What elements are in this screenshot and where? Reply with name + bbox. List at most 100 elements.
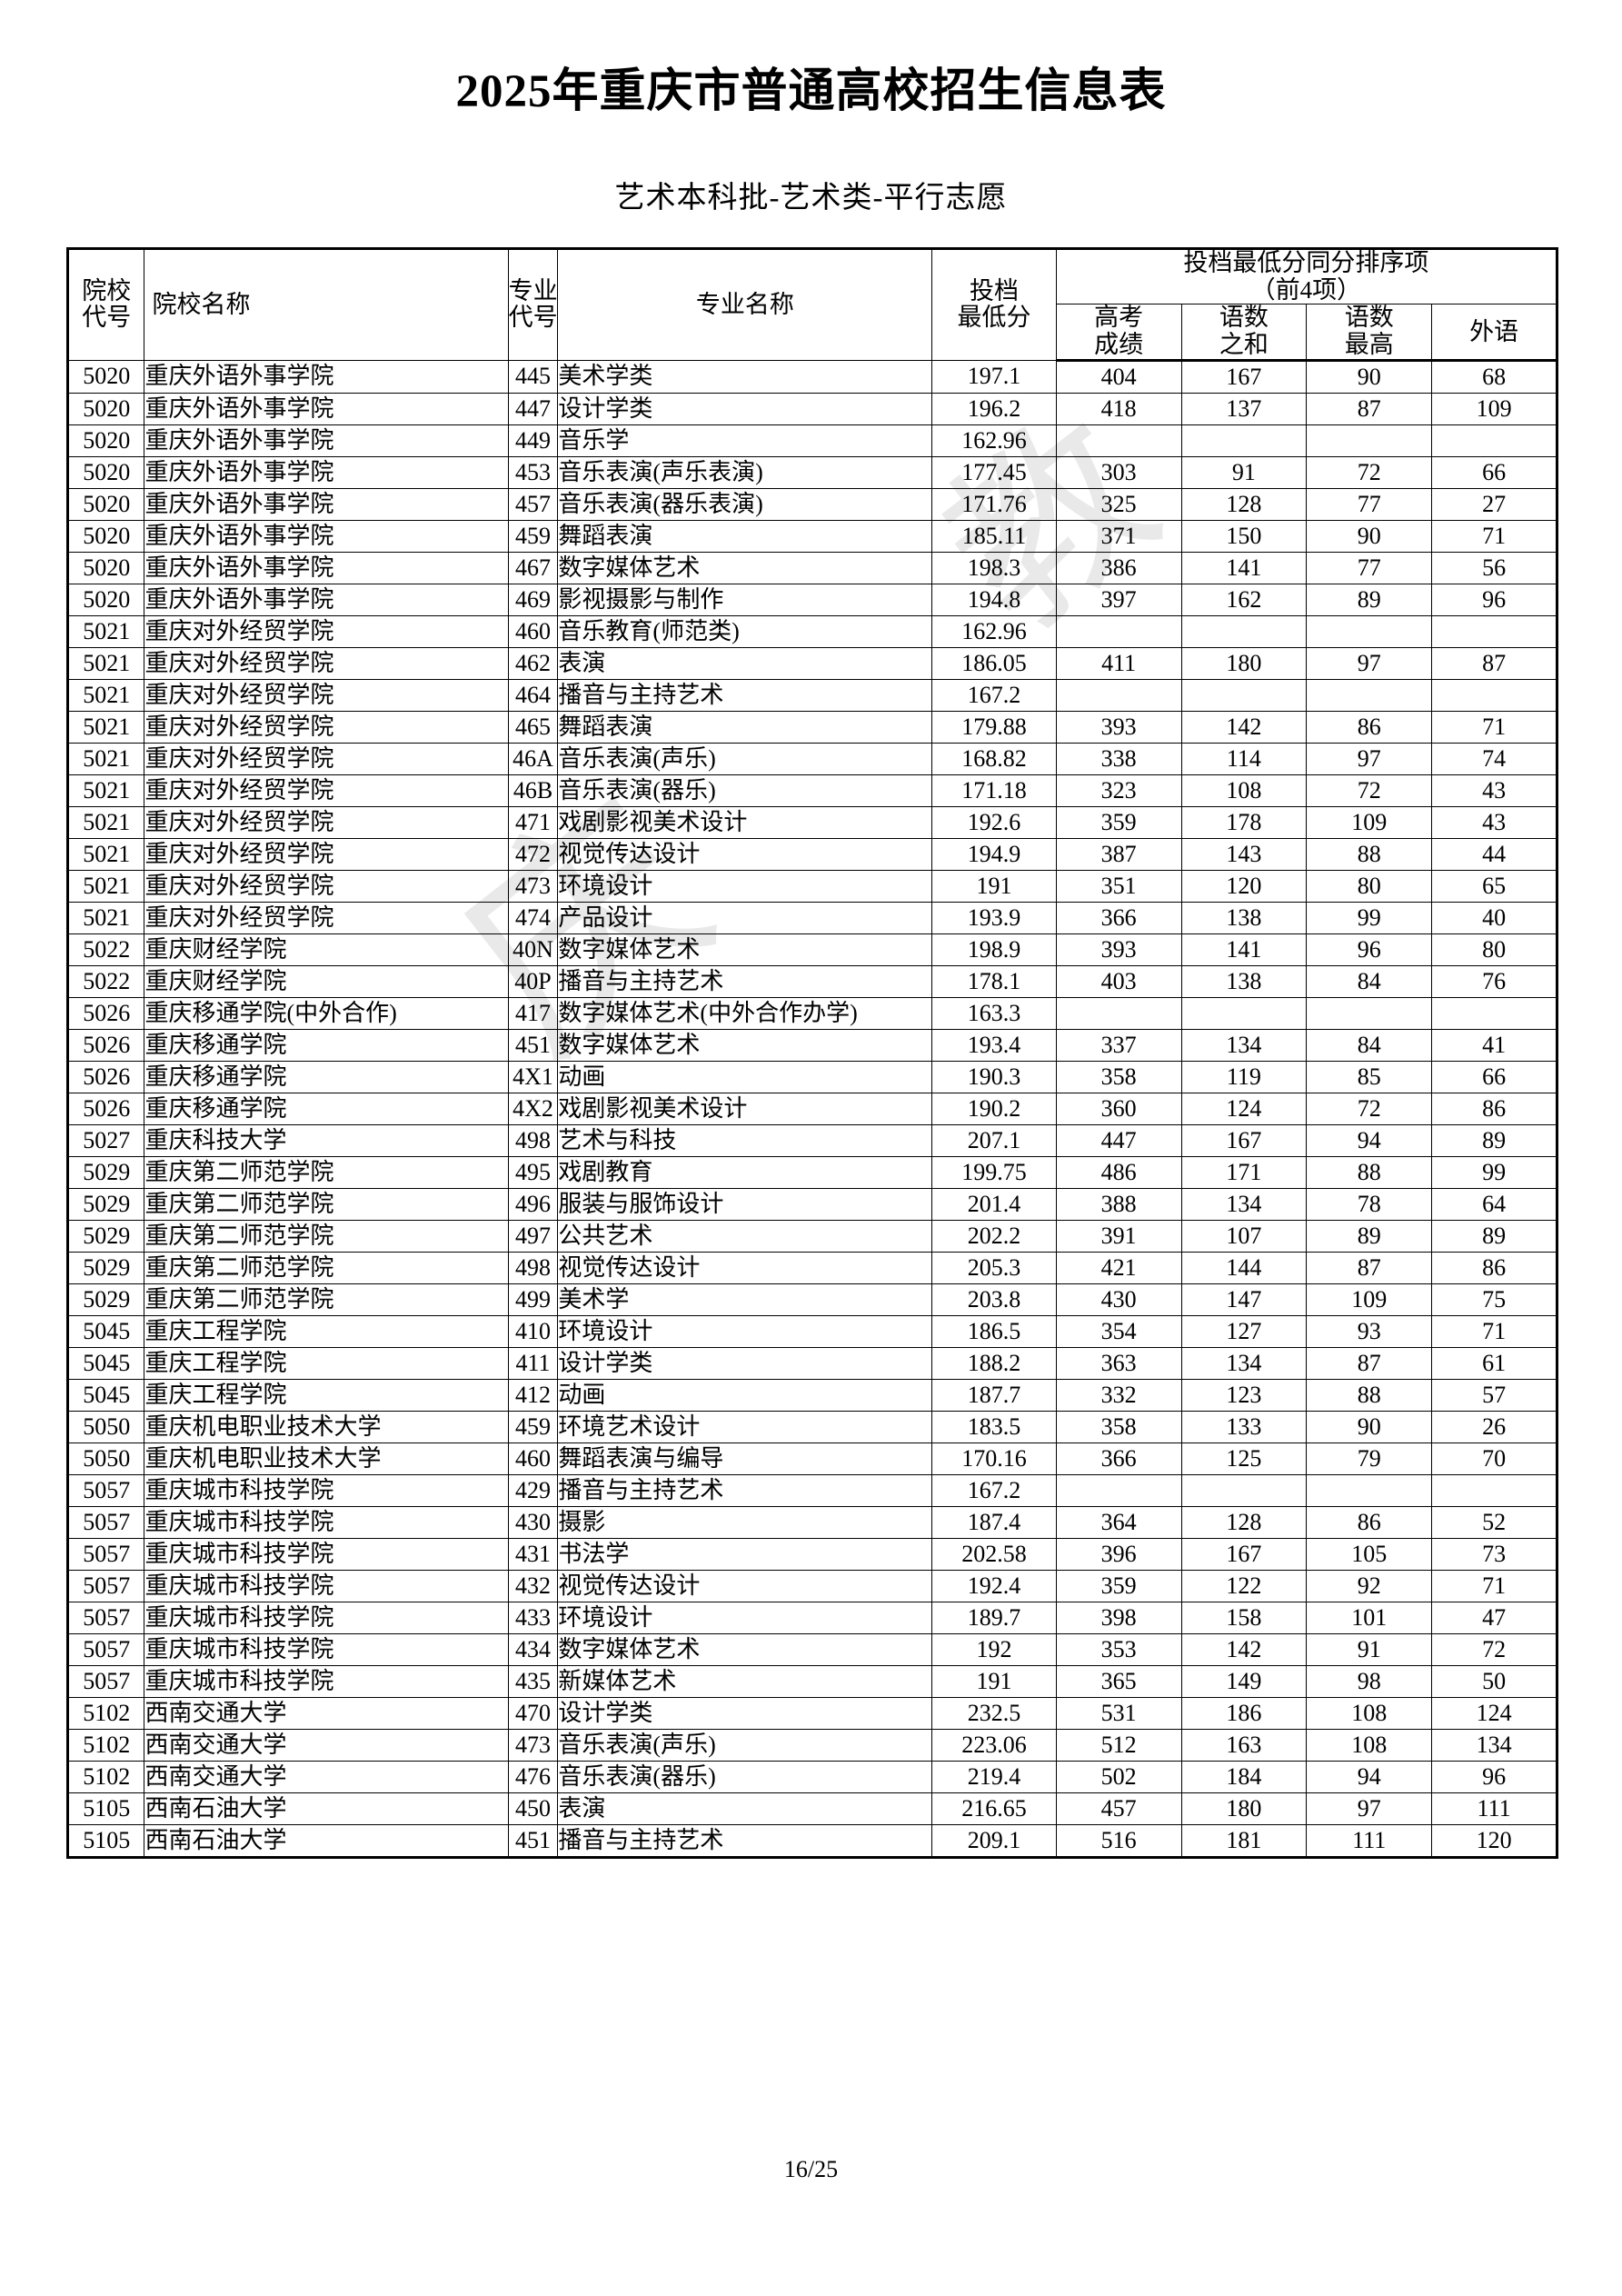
cell-major-name: 播音与主持艺术 — [557, 1473, 933, 1507]
cell-foreign-language: 71 — [1431, 1569, 1557, 1602]
cell-school-code: 5021 — [66, 805, 145, 839]
cell-school-name: 西南交通大学 — [144, 1696, 509, 1730]
cell-major-code: 435 — [507, 1664, 559, 1698]
cell-major-code: 46A — [507, 742, 559, 775]
table-row: 5102 西南交通大学 476 音乐表演(器乐) 219.4 502 184 94 96 — [66, 1760, 1557, 1793]
cell-major-name: 播音与主持艺术 — [557, 678, 933, 712]
cell-major-name: 数字媒体艺术 — [557, 933, 933, 966]
cell-school-name: 重庆外语外事学院 — [144, 359, 509, 394]
table-row: 5029 重庆第二师范学院 498 视觉传达设计 205.3 421 144 87 86 — [66, 1251, 1557, 1284]
cell-chinese-math-sum — [1180, 678, 1308, 712]
cell-major-name: 服装与服饰设计 — [557, 1187, 933, 1221]
cell-foreign-language: 66 — [1431, 1060, 1557, 1093]
table-row: 5057 重庆城市科技学院 434 数字媒体艺术 192 353 142 91 72 — [66, 1632, 1557, 1666]
cell-major-code: 4X2 — [507, 1092, 559, 1125]
cell-chinese-math-max: 96 — [1306, 933, 1433, 966]
cell-foreign-language: 73 — [1431, 1537, 1557, 1571]
cell-major-code: 40N — [507, 933, 559, 966]
cell-foreign-language: 61 — [1431, 1346, 1557, 1380]
cell-chinese-math-sum: 134 — [1180, 1346, 1308, 1380]
cell-major-name: 音乐表演(声乐) — [557, 1728, 933, 1762]
cell-foreign-language: 96 — [1431, 583, 1557, 616]
cell-school-code: 5045 — [66, 1314, 145, 1348]
cell-gaokao-score: 363 — [1055, 1346, 1182, 1380]
table-row: 5020 重庆外语外事学院 445 美术学类 197.1 404 167 90 68 — [66, 359, 1557, 394]
cell-school-code: 5027 — [66, 1123, 145, 1157]
table-row: 5029 重庆第二师范学院 499 美术学 203.8 430 147 109 75 — [66, 1283, 1557, 1316]
cell-major-name: 音乐表演(器乐) — [557, 1760, 933, 1793]
cell-school-code: 5102 — [66, 1728, 145, 1762]
cell-gaokao-score: 418 — [1055, 392, 1182, 425]
cell-foreign-language — [1431, 678, 1557, 712]
cell-major-code: 460 — [507, 1442, 559, 1475]
cell-foreign-language: 80 — [1431, 933, 1557, 966]
cell-school-code: 5020 — [66, 455, 145, 489]
cell-chinese-math-sum: 114 — [1180, 742, 1308, 775]
cell-min-score: 178.1 — [931, 964, 1057, 998]
cell-chinese-math-sum: 149 — [1180, 1664, 1308, 1698]
table-row: 5020 重庆外语外事学院 459 舞蹈表演 185.11 371 150 90 71 — [66, 519, 1557, 553]
cell-min-score: 191 — [931, 869, 1057, 903]
cell-school-name: 重庆机电职业技术大学 — [144, 1442, 509, 1475]
cell-school-code: 5021 — [66, 837, 145, 871]
cell-gaokao-score: 404 — [1055, 359, 1182, 394]
cell-school-code: 5026 — [66, 1028, 145, 1062]
cell-school-name: 重庆对外经贸学院 — [144, 901, 509, 934]
cell-chinese-math-max: 86 — [1306, 1505, 1433, 1539]
cell-school-code: 5021 — [66, 614, 145, 648]
cell-major-code: 476 — [507, 1760, 559, 1793]
cell-gaokao-score: 403 — [1055, 964, 1182, 998]
cell-gaokao-score — [1055, 996, 1182, 1030]
cell-foreign-language — [1431, 424, 1557, 457]
cell-major-name: 设计学类 — [557, 1696, 933, 1730]
admissions-table-container: 院校 代号 院校名称 专业 代号 专业名称 投档 最低分 投档最低分同分排序项 — [66, 247, 1558, 1859]
cell-major-code: 496 — [507, 1187, 559, 1221]
cell-school-code: 5021 — [66, 869, 145, 903]
cell-chinese-math-sum: 134 — [1180, 1187, 1308, 1221]
col-header-chinese-math-sum: 语数 之和 — [1180, 304, 1308, 362]
cell-major-code: 497 — [507, 1219, 559, 1253]
col-header-major-code-line2: 代号 — [508, 304, 558, 332]
col-header-foreign-language: 外语 — [1431, 304, 1557, 362]
cell-school-name: 西南石油大学 — [144, 1792, 509, 1825]
cell-major-name: 音乐学 — [557, 424, 933, 457]
col-header-chinese-math-max-line2: 最高 — [1344, 331, 1394, 359]
cell-school-name: 重庆财经学院 — [144, 964, 509, 998]
cell-foreign-language: 134 — [1431, 1728, 1557, 1762]
cell-chinese-math-sum: 122 — [1180, 1569, 1308, 1602]
cell-min-score: 223.06 — [931, 1728, 1057, 1762]
cell-major-code: 417 — [507, 996, 559, 1030]
cell-major-name: 美术学类 — [557, 359, 933, 394]
cell-school-code: 5026 — [66, 996, 145, 1030]
cell-gaokao-score: 430 — [1055, 1283, 1182, 1316]
cell-gaokao-score — [1055, 678, 1182, 712]
cell-foreign-language: 68 — [1431, 359, 1557, 394]
cell-major-code: 410 — [507, 1314, 559, 1348]
cell-major-code: 471 — [507, 805, 559, 839]
col-header-chinese-math-max-line1: 语数 — [1344, 304, 1394, 332]
cell-chinese-math-sum: 125 — [1180, 1442, 1308, 1475]
cell-school-name: 重庆对外经贸学院 — [144, 837, 509, 871]
cell-major-code: 459 — [507, 1410, 559, 1443]
cell-major-code: 465 — [507, 710, 559, 744]
cell-gaokao-score — [1055, 614, 1182, 648]
cell-gaokao-score: 457 — [1055, 1792, 1182, 1825]
cell-gaokao-score — [1055, 424, 1182, 457]
cell-gaokao-score: 516 — [1055, 1823, 1182, 1858]
cell-foreign-language: 120 — [1431, 1823, 1557, 1858]
cell-chinese-math-sum: 180 — [1180, 646, 1308, 680]
cell-chinese-math-sum: 91 — [1180, 455, 1308, 489]
cell-min-score: 163.3 — [931, 996, 1057, 1030]
cell-major-name: 新媒体艺术 — [557, 1664, 933, 1698]
cell-major-name: 数字媒体艺术(中外合作办学) — [557, 996, 933, 1030]
cell-major-code: 498 — [507, 1123, 559, 1157]
cell-school-code: 5102 — [66, 1760, 145, 1793]
cell-foreign-language: 89 — [1431, 1123, 1557, 1157]
cell-foreign-language: 124 — [1431, 1696, 1557, 1730]
col-header-major-name: 专业名称 — [557, 248, 933, 361]
table-row: 5022 重庆财经学院 40N 数字媒体艺术 198.9 393 141 96 80 — [66, 933, 1557, 966]
cell-gaokao-score: 371 — [1055, 519, 1182, 553]
col-header-min-score: 投档 最低分 — [931, 248, 1057, 361]
cell-major-code: 474 — [507, 901, 559, 934]
cell-major-name: 音乐表演(器乐表演) — [557, 487, 933, 521]
